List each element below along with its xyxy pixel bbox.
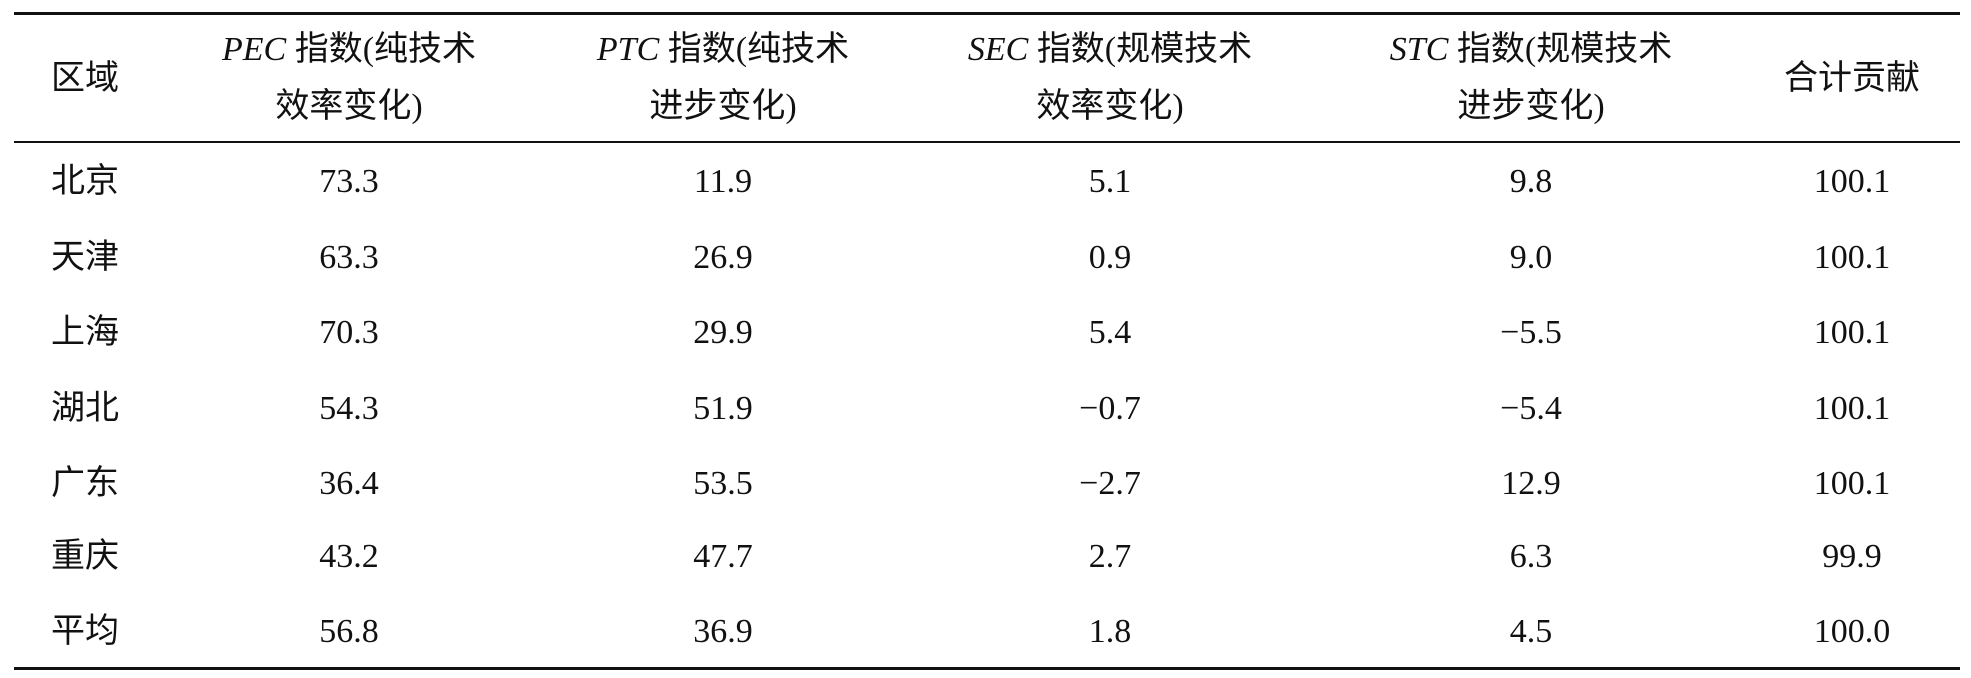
header-abbr: STC — [1389, 31, 1449, 68]
row-label: 湖北 — [51, 390, 119, 427]
header-rule — [14, 141, 1960, 143]
data-cell: 100.1 — [1813, 465, 1891, 502]
data-cell: 51.9 — [693, 390, 753, 427]
header-cell: 区域 — [51, 60, 119, 97]
header-cell: 效率变化) — [275, 88, 423, 125]
header-text: 指数(规模技术 — [1036, 31, 1253, 68]
data-cell: 43.2 — [319, 538, 379, 575]
data-cell: 5.1 — [1088, 163, 1132, 200]
data-cell: 36.9 — [693, 613, 753, 650]
data-cell: 99.9 — [1822, 538, 1882, 575]
data-cell: 70.3 — [319, 314, 379, 351]
row-label: 重庆 — [51, 538, 119, 575]
data-cell: −2.7 — [1079, 465, 1141, 502]
header-cell: PTC 指数(纯技术 — [597, 33, 849, 67]
header-abbr: PEC — [221, 31, 287, 68]
data-cell: 47.7 — [693, 538, 753, 575]
top-rule — [14, 12, 1960, 15]
data-cell: 63.3 — [319, 239, 379, 276]
data-cell: 1.8 — [1088, 613, 1132, 650]
data-cell: 53.5 — [693, 465, 753, 502]
data-cell: 5.4 — [1088, 314, 1132, 351]
data-cell: 100.1 — [1813, 314, 1891, 351]
data-cell: 54.3 — [319, 390, 379, 427]
data-cell: 12.9 — [1501, 465, 1561, 502]
data-cell: 11.9 — [693, 163, 753, 200]
data-cell: −0.7 — [1079, 390, 1141, 427]
data-cell: −5.4 — [1500, 390, 1562, 427]
header-cell: 进步变化) — [1457, 88, 1605, 125]
data-cell: 100.1 — [1813, 163, 1891, 200]
row-label: 上海 — [51, 314, 119, 351]
bottom-rule — [14, 667, 1960, 670]
data-cell: 0.9 — [1088, 239, 1132, 276]
data-cell: 2.7 — [1088, 538, 1132, 575]
header-abbr: SEC — [967, 31, 1029, 68]
header-cell: 进步变化) — [649, 88, 797, 125]
data-cell: 100.1 — [1813, 390, 1891, 427]
header-abbr: PTC — [596, 31, 660, 68]
row-label: 天津 — [51, 239, 119, 276]
data-cell: 9.0 — [1509, 239, 1553, 276]
row-label: 北京 — [51, 163, 119, 200]
row-label: 广东 — [51, 465, 119, 502]
header-text: 指数(纯技术 — [667, 31, 850, 68]
data-cell: 36.4 — [319, 465, 379, 502]
row-label: 平均 — [51, 613, 119, 650]
data-cell: 100.1 — [1813, 239, 1891, 276]
data-cell: 29.9 — [693, 314, 753, 351]
data-cell: 6.3 — [1509, 538, 1553, 575]
data-cell: −5.5 — [1500, 314, 1562, 351]
data-cell: 26.9 — [693, 239, 753, 276]
data-cell: 56.8 — [319, 613, 379, 650]
header-cell: SEC 指数(规模技术 — [968, 33, 1252, 67]
header-text: 指数(纯技术 — [294, 31, 477, 68]
data-cell: 4.5 — [1509, 613, 1553, 650]
data-cell: 73.3 — [319, 163, 379, 200]
header-text: 指数(规模技术 — [1456, 31, 1673, 68]
header-cell: STC 指数(规模技术 — [1390, 33, 1672, 67]
data-cell: 100.0 — [1813, 613, 1891, 650]
data-cell: 9.8 — [1509, 163, 1553, 200]
header-cell: PEC 指数(纯技术 — [222, 33, 476, 67]
header-cell: 合计贡献 — [1784, 60, 1920, 97]
header-cell: 效率变化) — [1036, 88, 1184, 125]
